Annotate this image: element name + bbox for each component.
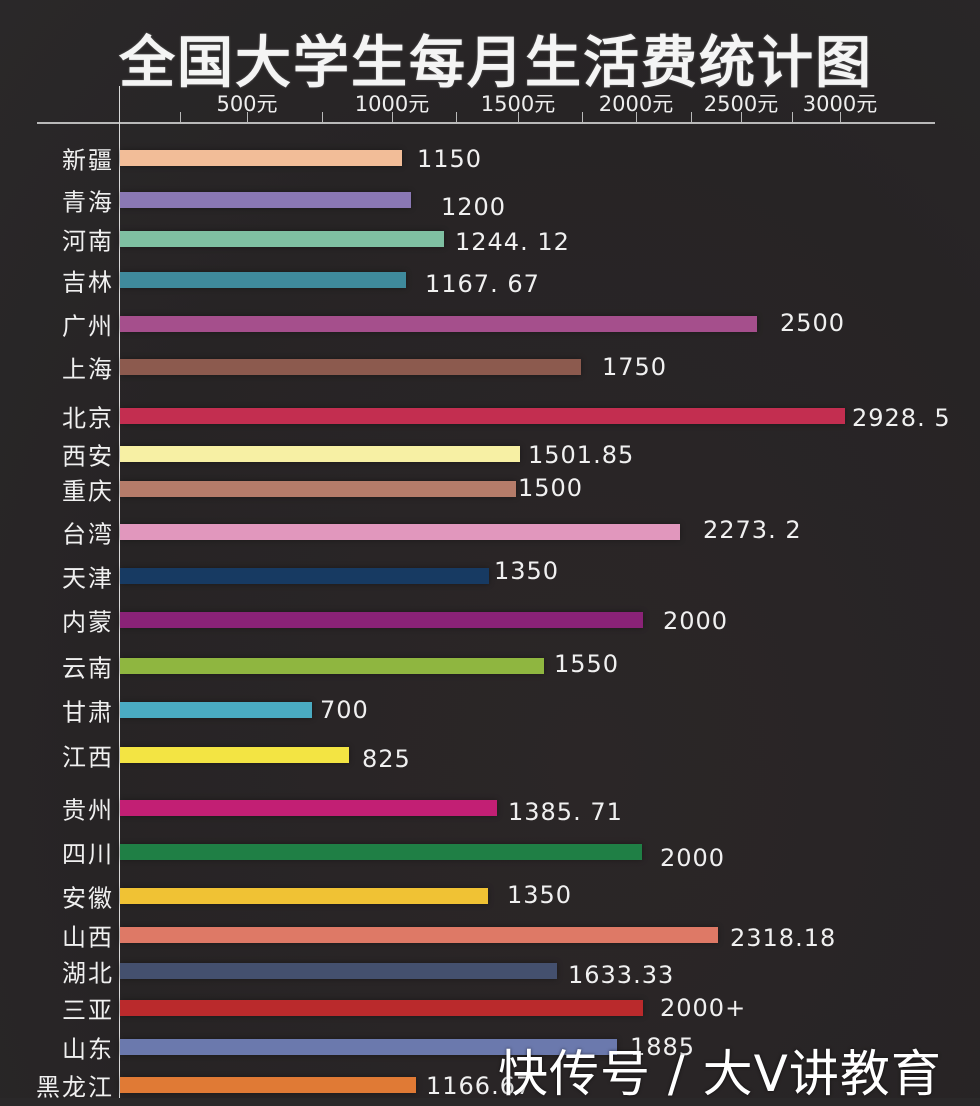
x-axis-tick-label: 2000元	[598, 92, 674, 116]
watermark: 快传号 / 大V讲教育	[498, 1045, 942, 1103]
value-label: 825	[362, 745, 411, 773]
category-label: 湖北	[62, 959, 114, 988]
category-label: 云南	[62, 654, 114, 683]
value-label: 1150	[417, 145, 483, 173]
category-label: 天津	[62, 564, 114, 593]
category-label: 吉林	[62, 268, 114, 297]
category-label: 江西	[62, 743, 114, 772]
bar	[120, 481, 516, 497]
bar	[120, 1077, 416, 1093]
value-label: 1500	[518, 474, 584, 502]
category-label: 上海	[62, 355, 114, 384]
bar	[120, 963, 557, 979]
bar	[120, 359, 581, 375]
bar	[120, 568, 489, 584]
x-axis-tick-label: 1500元	[480, 92, 556, 116]
x-axis-tick	[247, 112, 248, 122]
x-axis-tick	[691, 112, 692, 122]
value-label: 1200	[441, 193, 507, 221]
y-axis-line	[119, 86, 120, 1098]
bar	[120, 408, 845, 424]
x-axis-tick	[840, 112, 841, 122]
value-label: 1385. 71	[508, 798, 623, 826]
value-label: 2000	[660, 844, 726, 872]
x-axis-tick	[322, 112, 323, 122]
bar	[120, 192, 411, 208]
category-label: 广州	[62, 312, 114, 341]
chart-title: 全国大学生每月生活费统计图	[119, 31, 873, 96]
bar	[120, 612, 643, 628]
value-label: 2500	[780, 309, 846, 337]
bar	[120, 1039, 617, 1055]
x-axis-tick	[582, 112, 583, 122]
value-label: 1501.85	[528, 441, 635, 469]
value-label: 700	[320, 696, 369, 724]
category-label: 黑龙江	[36, 1073, 114, 1102]
bar	[120, 888, 488, 904]
value-label: 2273. 2	[703, 516, 802, 544]
category-label: 内蒙	[62, 608, 114, 637]
x-axis-tick	[180, 112, 181, 122]
bar	[120, 927, 718, 943]
category-label: 四川	[62, 840, 114, 869]
value-label: 1167. 67	[425, 270, 540, 298]
value-label: 2000	[663, 607, 729, 635]
bar	[120, 231, 444, 247]
category-label: 西安	[62, 442, 114, 471]
x-axis-line	[37, 122, 935, 124]
value-label: 2000+	[660, 994, 747, 1022]
value-label: 2928. 5	[852, 404, 951, 432]
value-label: 1633.33	[568, 961, 675, 989]
category-label: 新疆	[62, 146, 114, 175]
bar	[120, 844, 642, 860]
bar	[120, 1000, 643, 1016]
category-label: 甘肃	[62, 698, 114, 727]
value-label: 1244. 12	[455, 228, 570, 256]
category-label: 重庆	[62, 477, 114, 506]
category-label: 山西	[62, 923, 114, 952]
category-label: 北京	[62, 404, 114, 433]
value-label: 1885	[630, 1033, 696, 1061]
category-label: 台湾	[62, 520, 114, 549]
x-axis-tick	[456, 112, 457, 122]
bar	[120, 524, 680, 540]
x-axis-tick	[518, 112, 519, 122]
bar	[120, 702, 312, 718]
bar	[120, 800, 497, 816]
x-axis-tick	[636, 112, 637, 122]
x-axis-tick-label: 1000元	[354, 92, 430, 116]
x-axis-tick	[792, 112, 793, 122]
x-axis-tick	[392, 112, 393, 122]
value-label: 1350	[494, 557, 560, 585]
bar	[120, 316, 757, 332]
bar	[120, 747, 349, 763]
category-label: 贵州	[62, 796, 114, 825]
category-label: 青海	[62, 188, 114, 217]
value-label: 1166.67	[426, 1072, 533, 1100]
bar	[120, 272, 406, 288]
value-label: 1350	[507, 881, 573, 909]
value-label: 1550	[554, 650, 620, 678]
x-axis-tick	[741, 112, 742, 122]
category-label: 三亚	[62, 996, 114, 1025]
category-label: 山东	[62, 1035, 114, 1064]
value-label: 2318.18	[730, 924, 837, 952]
x-axis-tick-label: 2500元	[703, 92, 779, 116]
category-label: 河南	[62, 227, 114, 256]
bar	[120, 446, 520, 462]
bar	[120, 658, 544, 674]
x-axis-tick-label: 500元	[216, 92, 278, 116]
category-label: 安徽	[62, 884, 114, 913]
bar	[120, 150, 402, 166]
x-axis-tick-label: 3000元	[802, 92, 878, 116]
value-label: 1750	[602, 353, 668, 381]
